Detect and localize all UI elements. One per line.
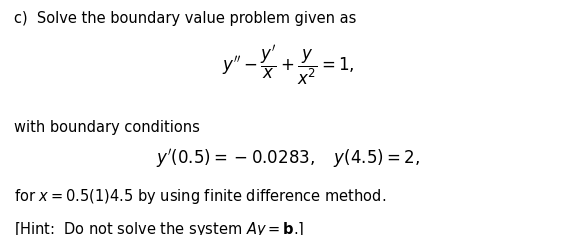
Text: $y'(0.5) = -0.0283, \quad y(4.5) = 2,$: $y'(0.5) = -0.0283, \quad y(4.5) = 2,$ bbox=[156, 147, 420, 170]
Text: c)  Solve the boundary value problem given as: c) Solve the boundary value problem give… bbox=[14, 11, 357, 26]
Text: for $x = 0.5(1)4.5$ by using finite difference method.: for $x = 0.5(1)4.5$ by using finite diff… bbox=[14, 187, 386, 206]
Text: [Hint:  Do not solve the system $Ay = \mathbf{b}$.]: [Hint: Do not solve the system $Ay = \ma… bbox=[14, 220, 305, 235]
Text: with boundary conditions: with boundary conditions bbox=[14, 120, 200, 135]
Text: $y'' - \dfrac{y'}{x} + \dfrac{y}{x^2} = 1,$: $y'' - \dfrac{y'}{x} + \dfrac{y}{x^2} = … bbox=[222, 44, 354, 88]
